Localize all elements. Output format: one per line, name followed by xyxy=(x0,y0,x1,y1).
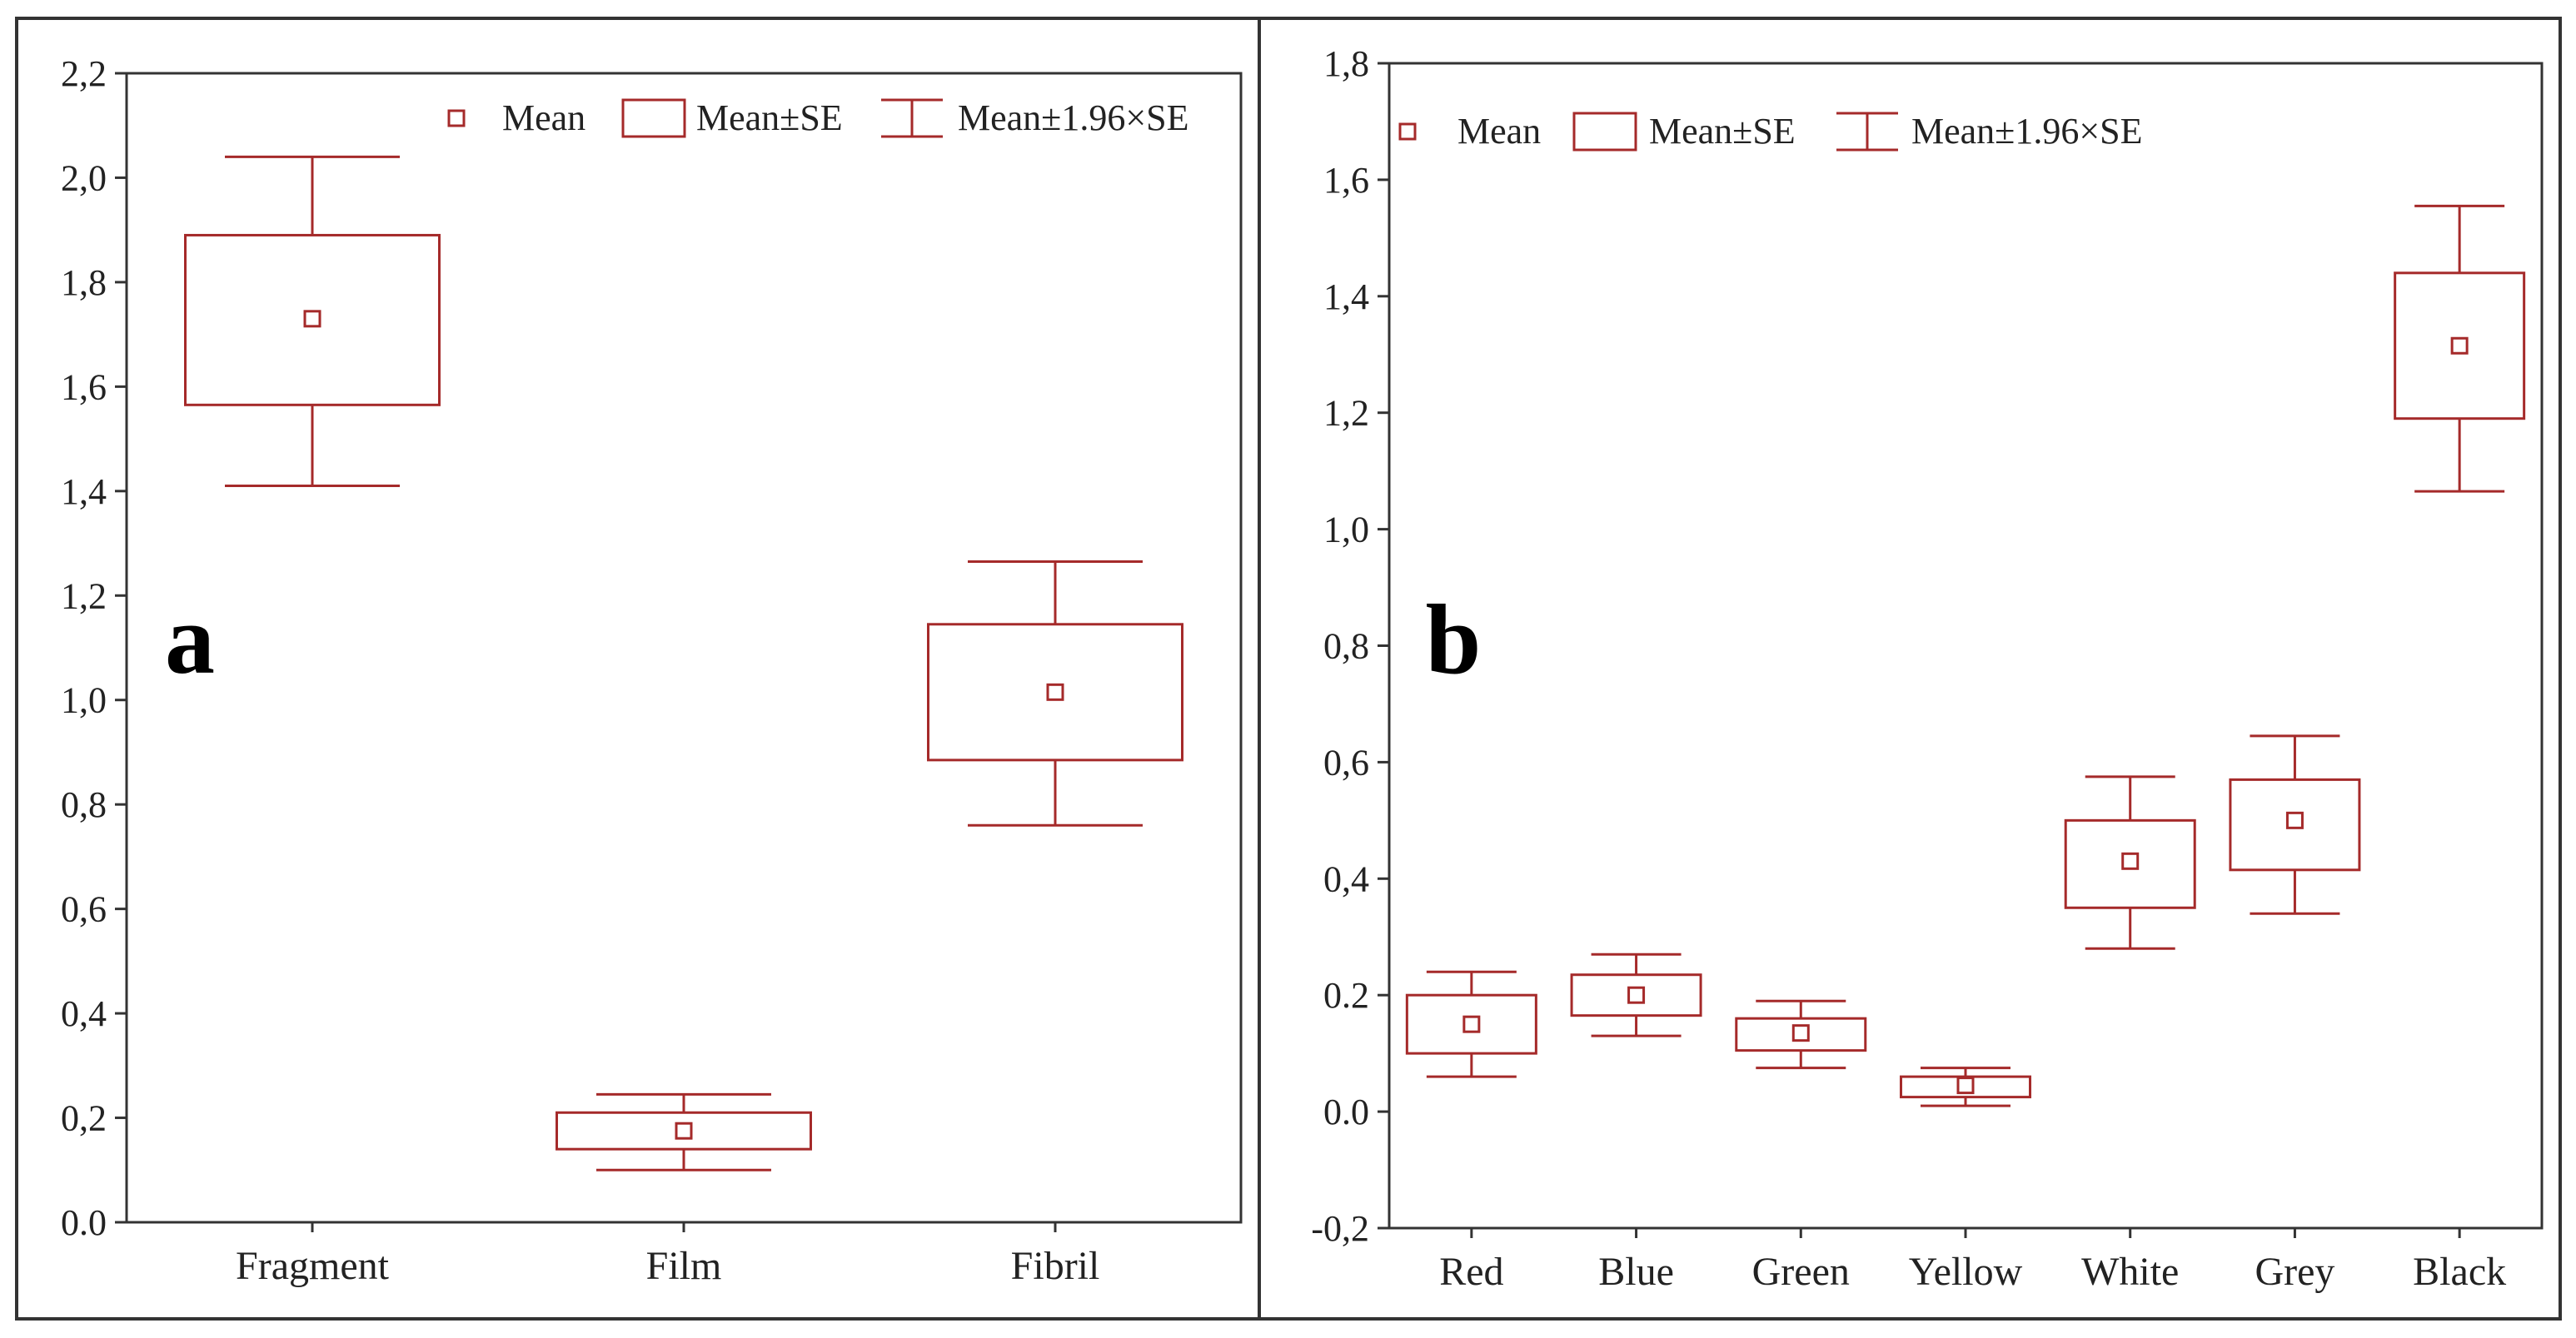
box-red xyxy=(1405,970,1537,1078)
y-tick-label: 1,0 xyxy=(1323,510,1369,550)
se-box xyxy=(184,233,441,406)
panel-b-chart: -0,2 0.0 0.2 0,4 0,6 0,8 1,0 1,2 1,4 1,6 1,8 Red Blu… xyxy=(1311,43,2544,1294)
y-tick-label: 0,6 xyxy=(61,889,107,930)
box-blue xyxy=(1570,953,1702,1037)
mean-marker xyxy=(1791,1024,1810,1042)
legend: Mean Mean±SE Mean±1.96×SE xyxy=(1398,111,2143,152)
box-fibril xyxy=(927,560,1183,827)
y-tick-label: 1,6 xyxy=(1323,160,1369,201)
legend-box-label: Mean±SE xyxy=(696,97,843,138)
legend-whisker-label: Mean±1.96×SE xyxy=(1911,111,2143,152)
y-tick-label: 2,0 xyxy=(61,157,107,198)
y-tick-label: 1,6 xyxy=(61,366,107,407)
y-tick-label: 1,4 xyxy=(61,471,107,512)
y-tick-label: 0,6 xyxy=(1323,742,1369,783)
y-tick-label: 1,8 xyxy=(1323,43,1369,84)
legend-mean-marker xyxy=(447,109,466,127)
box-white xyxy=(2064,775,2196,950)
x-tick-label: Red xyxy=(1439,1250,1503,1294)
x-tick-label: Blue xyxy=(1598,1250,1674,1294)
mean-marker xyxy=(1956,1077,1975,1095)
y-tick-label: 0,2 xyxy=(61,1098,107,1139)
mean-marker xyxy=(303,310,321,328)
panel-b-frame xyxy=(1258,17,2562,1321)
x-tick-label: Yellow xyxy=(1909,1250,2023,1294)
legend-mean-label: Mean xyxy=(502,97,585,138)
box-black xyxy=(2394,204,2526,493)
y-tick-label: 2,2 xyxy=(61,53,107,94)
panel-label: a xyxy=(165,584,215,694)
legend: Mean Mean±SE Mean±1.96×SE xyxy=(447,97,1189,138)
y-tick-label: 0,8 xyxy=(61,784,107,825)
se-box xyxy=(2064,818,2196,909)
y-tick-label: 1,2 xyxy=(1323,393,1369,434)
y-tick-label: 1,2 xyxy=(61,575,107,616)
legend-box-swatch xyxy=(621,98,686,138)
mean-marker xyxy=(675,1122,693,1140)
se-box xyxy=(556,1111,812,1151)
x-tick-label: Fibril xyxy=(1011,1244,1100,1288)
box-grey xyxy=(2229,734,2361,915)
legend-mean-label: Mean xyxy=(1457,111,1541,152)
mean-marker xyxy=(2121,852,2140,870)
box-yellow xyxy=(1900,1067,2031,1107)
y-tick-label: -0,2 xyxy=(1311,1208,1369,1249)
se-box xyxy=(1735,1017,1867,1052)
y-tick-label: 0,4 xyxy=(1323,858,1369,899)
y-tick-label: 1,8 xyxy=(61,262,107,303)
y-tick-label: 0.2 xyxy=(1323,975,1369,1016)
mean-marker xyxy=(2450,336,2469,355)
x-tick-label: Grey xyxy=(2255,1250,2334,1294)
y-tick-label: 0,8 xyxy=(1323,626,1369,667)
legend-mean-marker xyxy=(1398,122,1417,141)
legend-box-label: Mean±SE xyxy=(1649,111,1796,152)
box-green xyxy=(1735,999,1867,1070)
mean-marker xyxy=(2285,811,2304,829)
panel-a-chart: 0.0 0,2 0,4 0,6 0,8 1,0 1,2 1,4 1,6 1,8 2,0 2,2 Frag… xyxy=(61,53,1243,1288)
x-tick-label: White xyxy=(2081,1250,2179,1294)
x-tick-label: Fragment xyxy=(236,1244,390,1288)
box-fragment xyxy=(184,155,441,488)
x-tick-label: Black xyxy=(2413,1250,2506,1294)
legend-box-swatch xyxy=(1572,112,1637,152)
se-box xyxy=(1570,973,1702,1017)
y-tick-label: 1,0 xyxy=(61,680,107,721)
mean-marker xyxy=(1046,683,1064,701)
plot-area xyxy=(1388,62,2544,1230)
x-tick-label: Film xyxy=(646,1244,722,1288)
se-box xyxy=(2394,271,2526,420)
y-tick-label: 1,4 xyxy=(1323,276,1369,317)
se-box xyxy=(927,623,1183,762)
se-box xyxy=(1405,993,1537,1055)
mean-marker xyxy=(1627,986,1646,1004)
y-tick-label: 0.0 xyxy=(1323,1092,1369,1132)
panel-label: b xyxy=(1426,584,1482,694)
y-tick-label: 0,4 xyxy=(61,993,107,1034)
se-box xyxy=(2229,778,2361,872)
plot-area xyxy=(125,72,1243,1224)
box-film xyxy=(556,1092,812,1171)
legend-whisker-label: Mean±1.96×SE xyxy=(958,97,1189,138)
mean-marker xyxy=(1462,1015,1481,1033)
y-tick-label: 0.0 xyxy=(61,1202,107,1243)
x-tick-label: Green xyxy=(1752,1250,1850,1294)
